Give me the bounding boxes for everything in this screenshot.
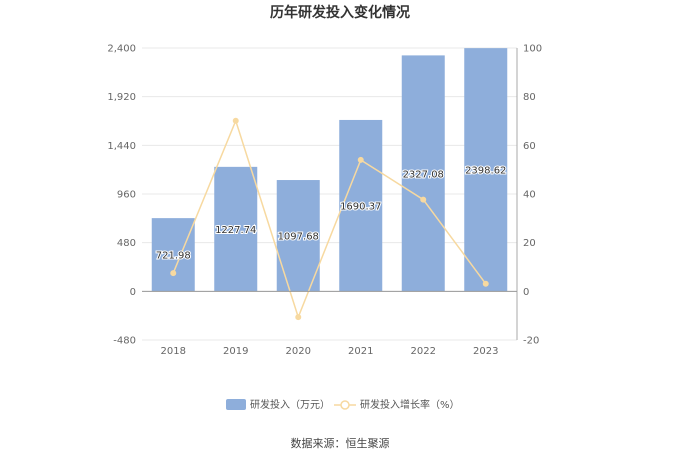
x-axis: 2018 2019 2020 2021 2022 2023 bbox=[142, 290, 517, 357]
bar-value-label: 1227.74 bbox=[215, 225, 256, 236]
bar-value-label: 2398.62 bbox=[465, 166, 506, 177]
right-tick-label: -20 bbox=[523, 336, 539, 347]
x-tick-label: 2019 bbox=[223, 346, 248, 357]
left-tick-label: 0 bbox=[130, 287, 136, 298]
legend-line-label: 研发投入增长率（%） bbox=[360, 398, 460, 411]
right-tick-label: 0 bbox=[523, 287, 529, 298]
bar[interactable] bbox=[339, 119, 383, 292]
right-tick-label: 20 bbox=[523, 238, 536, 249]
legend-bar-label: 研发投入（万元） bbox=[250, 398, 330, 411]
left-tick-label: 1,920 bbox=[107, 92, 136, 103]
left-y-axis: -480 0 480 960 1,440 1,920 2,400 bbox=[107, 44, 136, 347]
bar-data-labels: 721.98 1227.74 1097.68 1690.37 2327.08 2398.6… bbox=[155, 165, 508, 263]
legend: 研发投入（万元） 研发投入增长率（%） bbox=[226, 398, 460, 411]
legend-line-marker bbox=[340, 400, 350, 410]
x-tick-label: 2018 bbox=[161, 346, 186, 357]
bar[interactable] bbox=[464, 48, 508, 292]
growth-point[interactable] bbox=[170, 270, 177, 277]
line-series bbox=[170, 117, 489, 321]
bar[interactable] bbox=[151, 218, 195, 292]
data-source: 数据来源：恒生聚源 bbox=[291, 436, 390, 450]
bar-value-label: 2327.08 bbox=[403, 169, 444, 180]
left-tick-label: -480 bbox=[113, 336, 136, 347]
bar-value-label: 721.98 bbox=[156, 251, 191, 262]
x-tick-label: 2022 bbox=[411, 346, 436, 357]
right-tick-label: 80 bbox=[523, 92, 536, 103]
growth-point[interactable] bbox=[482, 280, 489, 287]
growth-point[interactable] bbox=[232, 117, 239, 124]
growth-line bbox=[172, 118, 487, 320]
right-tick-label: 100 bbox=[523, 44, 542, 55]
right-tick-label: 40 bbox=[523, 190, 536, 201]
bar-value-label: 1690.37 bbox=[340, 202, 381, 213]
x-tick-label: 2021 bbox=[348, 346, 373, 357]
left-tick-label: 960 bbox=[117, 190, 136, 201]
chart-title: 历年研发投入变化情况 bbox=[270, 4, 410, 21]
legend-bar-swatch bbox=[226, 399, 246, 410]
x-tick-label: 2020 bbox=[286, 346, 311, 357]
legend-item-bar[interactable]: 研发投入（万元） bbox=[226, 398, 330, 411]
bar[interactable] bbox=[401, 55, 445, 292]
growth-point[interactable] bbox=[357, 156, 364, 163]
bar-series bbox=[151, 48, 508, 292]
x-tick-label: 2023 bbox=[473, 346, 498, 357]
left-tick-label: 1,440 bbox=[107, 141, 136, 152]
left-tick-label: 2,400 bbox=[107, 44, 136, 55]
right-y-axis: -20 0 20 40 60 80 100 bbox=[516, 44, 542, 347]
growth-point[interactable] bbox=[420, 196, 427, 203]
left-tick-label: 480 bbox=[117, 238, 136, 249]
bar[interactable] bbox=[214, 166, 258, 292]
legend-item-line[interactable]: 研发投入增长率（%） bbox=[334, 398, 460, 411]
right-tick-label: 60 bbox=[523, 141, 536, 152]
bar-value-label: 1097.68 bbox=[278, 232, 319, 243]
growth-point[interactable] bbox=[295, 314, 302, 321]
grid bbox=[142, 47, 517, 341]
